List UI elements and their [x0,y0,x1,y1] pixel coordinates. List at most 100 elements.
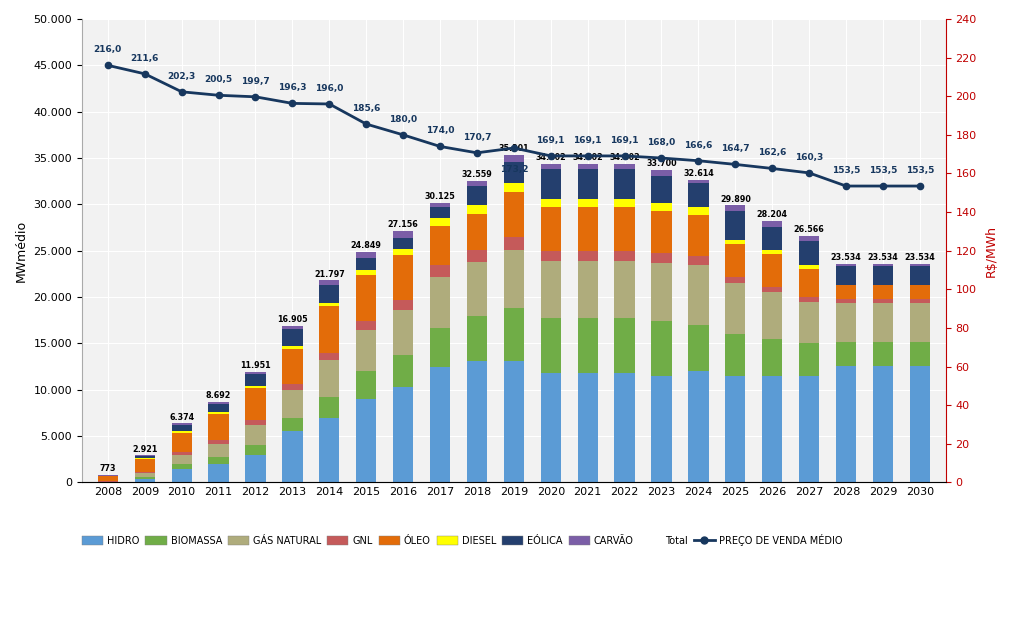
Bar [135,472,155,473]
Bar [357,270,377,275]
Bar [873,266,893,285]
Bar [799,302,820,343]
Bar [171,423,191,425]
Y-axis label: R$/MWh: R$/MWh [985,225,998,277]
Bar [357,252,377,258]
Bar [430,276,450,327]
Bar [503,361,524,483]
Bar [688,371,708,483]
Bar [319,397,339,418]
Bar [171,425,191,432]
Bar [319,306,339,353]
Bar [135,477,155,479]
Bar [762,250,782,254]
Text: 27.156: 27.156 [388,220,418,229]
Bar [725,276,746,283]
Bar [393,355,413,387]
Bar [541,163,561,169]
Text: 29.890: 29.890 [720,194,751,204]
Bar [799,236,820,242]
Bar [799,343,820,376]
Bar [577,261,598,318]
Bar [467,186,487,206]
Bar [467,213,487,249]
Bar [393,255,413,300]
Bar [615,318,635,373]
Bar [171,469,191,483]
Bar [171,455,191,464]
Bar [541,261,561,318]
Bar [910,266,930,285]
Bar [762,339,782,376]
Bar [688,180,708,183]
Bar [283,349,303,384]
Bar [541,318,561,373]
Bar [430,218,450,226]
Bar [503,250,524,309]
Bar [615,163,635,169]
Bar [725,211,746,240]
Text: 202,3: 202,3 [167,72,196,81]
Bar [357,399,377,483]
Bar [799,242,820,264]
Text: 170,7: 170,7 [463,133,491,142]
Bar [688,256,708,264]
Bar [357,321,377,329]
Bar [873,304,893,342]
Bar [615,251,635,261]
Bar [873,264,893,266]
Bar [799,376,820,483]
Bar [245,445,265,455]
Bar [393,249,413,255]
Bar [467,249,487,262]
Bar [319,418,339,483]
Bar [209,444,229,457]
Bar [357,329,377,371]
Text: 169,1: 169,1 [537,136,565,144]
Bar [283,390,303,418]
Bar [503,183,524,192]
Text: 180,0: 180,0 [389,115,417,124]
Bar [393,310,413,355]
Bar [467,361,487,483]
Bar [836,342,856,366]
Bar [245,388,265,420]
Bar [615,208,635,251]
Bar [762,221,782,227]
Bar [393,238,413,249]
Bar [467,262,487,316]
Bar [135,473,155,477]
Bar [97,481,118,483]
Bar [651,211,672,253]
Bar [283,432,303,483]
Bar [503,237,524,250]
Bar [836,304,856,342]
Bar [910,304,930,342]
Legend: HIDRO, BIOMASSA, GÁS NATURAL, GNL, ÓLEO, DIESEL, EÓLICA, CARVÃO, Total, PREÇO DE: HIDRO, BIOMASSA, GÁS NATURAL, GNL, ÓLEO,… [78,529,846,550]
Text: 773: 773 [99,464,116,473]
Bar [725,244,746,276]
Bar [209,404,229,413]
Text: 28.204: 28.204 [757,210,788,219]
Bar [245,425,265,445]
Text: 199,7: 199,7 [241,77,269,86]
Text: 185,6: 185,6 [353,104,381,113]
Bar [430,203,450,207]
Bar [171,452,191,455]
Text: 174,0: 174,0 [425,126,454,135]
Bar [171,464,191,469]
Text: 16.905: 16.905 [278,315,308,324]
Bar [541,169,561,199]
Bar [319,280,339,285]
Bar [245,386,265,388]
Bar [577,169,598,199]
Bar [836,264,856,266]
Bar [873,285,893,300]
Text: 32.559: 32.559 [462,170,492,179]
Bar [430,264,450,276]
Bar [799,297,820,302]
Bar [541,373,561,483]
Bar [541,208,561,251]
Bar [762,254,782,287]
Bar [245,420,265,425]
